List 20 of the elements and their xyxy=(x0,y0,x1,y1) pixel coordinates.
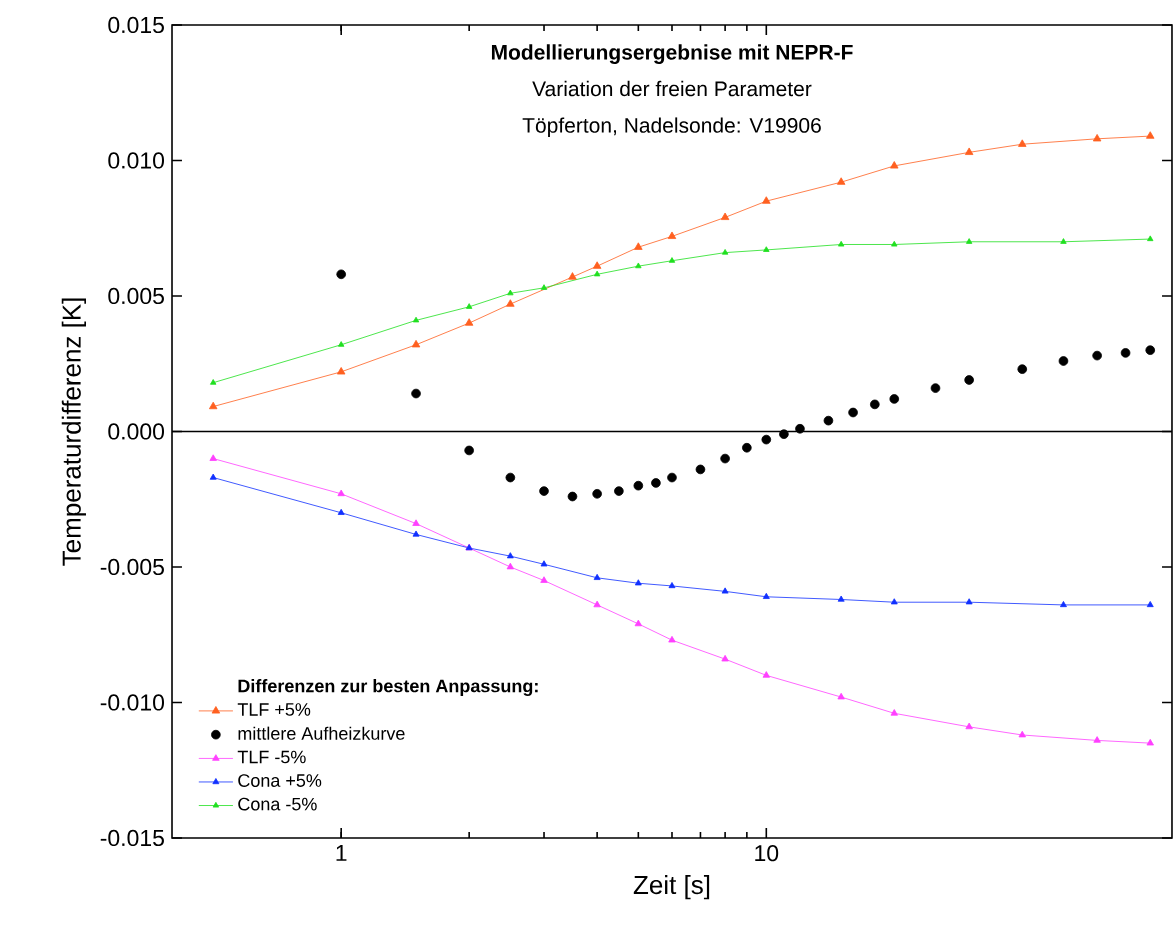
text: Modellierungsergebnise mit NEPR-F xyxy=(491,44,853,64)
y-tick-label: -0.015 xyxy=(100,829,164,847)
x-tick-label: 1 xyxy=(336,845,347,861)
legend-label: TLF +5% xyxy=(237,703,311,716)
legend-label: Cona +5% xyxy=(238,774,322,787)
legend-label: Cona -5% xyxy=(238,797,317,811)
legend-label: TLF -5% xyxy=(237,750,306,764)
text: Variation der freien Parameter xyxy=(532,80,812,97)
y-tick-label: 0.015 xyxy=(108,16,164,34)
y-axis-title: Temperaturdifferenz [K] xyxy=(61,298,86,566)
legend-label: mittlere Aufheizkurve xyxy=(238,726,405,740)
x-axis-title: Zeit [s] xyxy=(633,875,710,900)
y-tick-label: 0.005 xyxy=(108,287,164,305)
y-tick-label: 0.000 xyxy=(108,423,165,440)
legend-title: Differenzen zur besten Anpassung: xyxy=(238,679,538,696)
x-tick-label: 10 xyxy=(755,845,779,862)
y-tick-label: 0.010 xyxy=(108,152,165,169)
y-tick-label: -0.010 xyxy=(100,694,165,711)
annotation: Töpferton, Nadelsonde: V19906 xyxy=(522,117,821,137)
y-tick-label: -0.005 xyxy=(100,558,164,576)
